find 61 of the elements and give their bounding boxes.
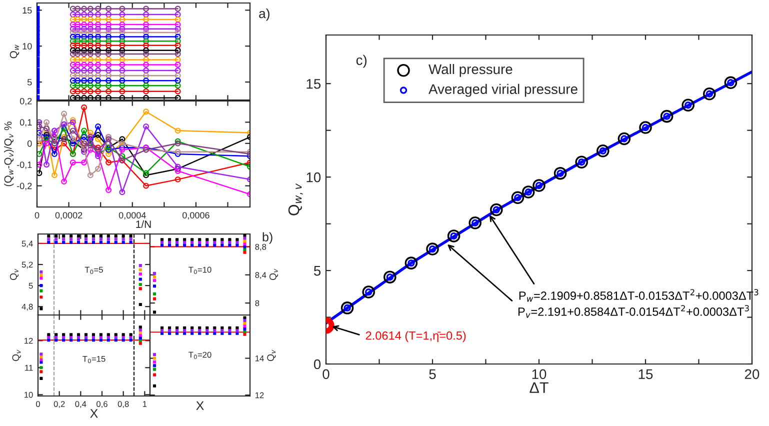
y2-tick-label: 8,4 — [255, 272, 266, 279]
y2-tick-label: 8,8 — [255, 244, 266, 251]
y-tick-label: 4,8 — [22, 304, 33, 311]
x-tick-label: 0,0006 — [182, 212, 210, 220]
y-axis-title: (Q$_{w}$-Q$_{v}$)/Q$_{v}$ % — [4, 122, 14, 186]
y-axis-title: Q$_{v}$ — [12, 350, 21, 362]
y-tick-label: 11 — [25, 364, 33, 371]
x-tick-label: 1 — [142, 401, 147, 407]
y-axis-title: Q$_{v}$ — [10, 268, 19, 280]
y-tick-label: -0,2 — [16, 182, 32, 190]
y-tick-label: 5 — [27, 79, 32, 86]
y-tick-label: 0 — [314, 359, 321, 370]
y2-tick-label: 12 — [255, 392, 264, 398]
y-tick-label: 0,2 — [20, 98, 32, 106]
x-tick-label: 0,6 — [96, 401, 108, 408]
y2-tick-label: 8 — [255, 300, 260, 306]
y-tick-label: 15 — [306, 79, 321, 89]
y-tick-label: 0,1 — [20, 119, 32, 127]
x-tick-label: 0,8 — [118, 401, 129, 408]
x-tick-label: 10 — [532, 369, 546, 380]
x-tick-label: 0,0002 — [55, 212, 82, 220]
y-axis-title: Q$_{w,v}$ — [288, 183, 303, 216]
y-axis-title: Q$_{w}$ — [10, 44, 20, 58]
annotation: 2.0614 (T=1,η̄=0.5) — [366, 331, 466, 342]
x-axis-title: X — [90, 409, 98, 418]
y-tick-label: 10 — [24, 392, 33, 398]
y-tick-label: 10 — [306, 172, 321, 182]
y-tick-label: 10 — [22, 43, 32, 50]
legend-label: Wall pressure — [428, 64, 512, 77]
x-tick-label: 0 — [34, 212, 40, 218]
x-tick-label: 0 — [36, 401, 40, 407]
x-axis-title: ΔT — [530, 382, 548, 393]
x-tick-label: 0,4 — [75, 401, 86, 408]
x-axis-title: X — [196, 401, 204, 410]
y-tick-label: 5,2 — [22, 262, 33, 269]
annotation: P$_{v}$=2.191+0.8584ΔT-0.0154ΔT$^{2}$+0.0003ΔT$^{3}$ — [518, 305, 749, 318]
text: a) — [259, 8, 270, 21]
x-tick-label: 0,0004 — [118, 212, 146, 220]
x-tick-label: 0 — [322, 369, 330, 380]
annotation: c) — [356, 54, 367, 68]
x-tick-label: 15 — [638, 369, 653, 380]
y-tick-label: 12 — [24, 338, 33, 344]
y-tick-label: 5 — [314, 266, 321, 276]
x-tick-label: 5 — [429, 369, 436, 380]
y-tick-label: -0,1 — [16, 162, 32, 170]
annotation: T$_{0}$=20 — [188, 352, 212, 360]
y-tick-label: 5 — [28, 282, 33, 289]
y-tick-label: 15 — [22, 7, 32, 14]
annotation: T$_{0}$=10 — [188, 266, 212, 274]
annotation: T$_{0}$=15 — [82, 356, 106, 364]
y-tick-label: 0 — [27, 140, 32, 147]
y-tick-label: 5,4 — [22, 240, 33, 248]
y2-axis-title: Q$_{v}$ — [269, 268, 278, 280]
y2-axis-title: Q$_{v}$ — [267, 350, 276, 362]
x-axis-title: 1/N — [136, 220, 151, 228]
x-tick-label: 0,2 — [54, 401, 65, 408]
y2-tick-label: 14 — [255, 356, 264, 362]
text: b) — [262, 232, 272, 244]
legend-label: Averaged virial pressure — [428, 84, 578, 97]
annotation: T$_{0}$=5 — [84, 266, 103, 274]
x-tick-label: 20 — [744, 369, 760, 380]
